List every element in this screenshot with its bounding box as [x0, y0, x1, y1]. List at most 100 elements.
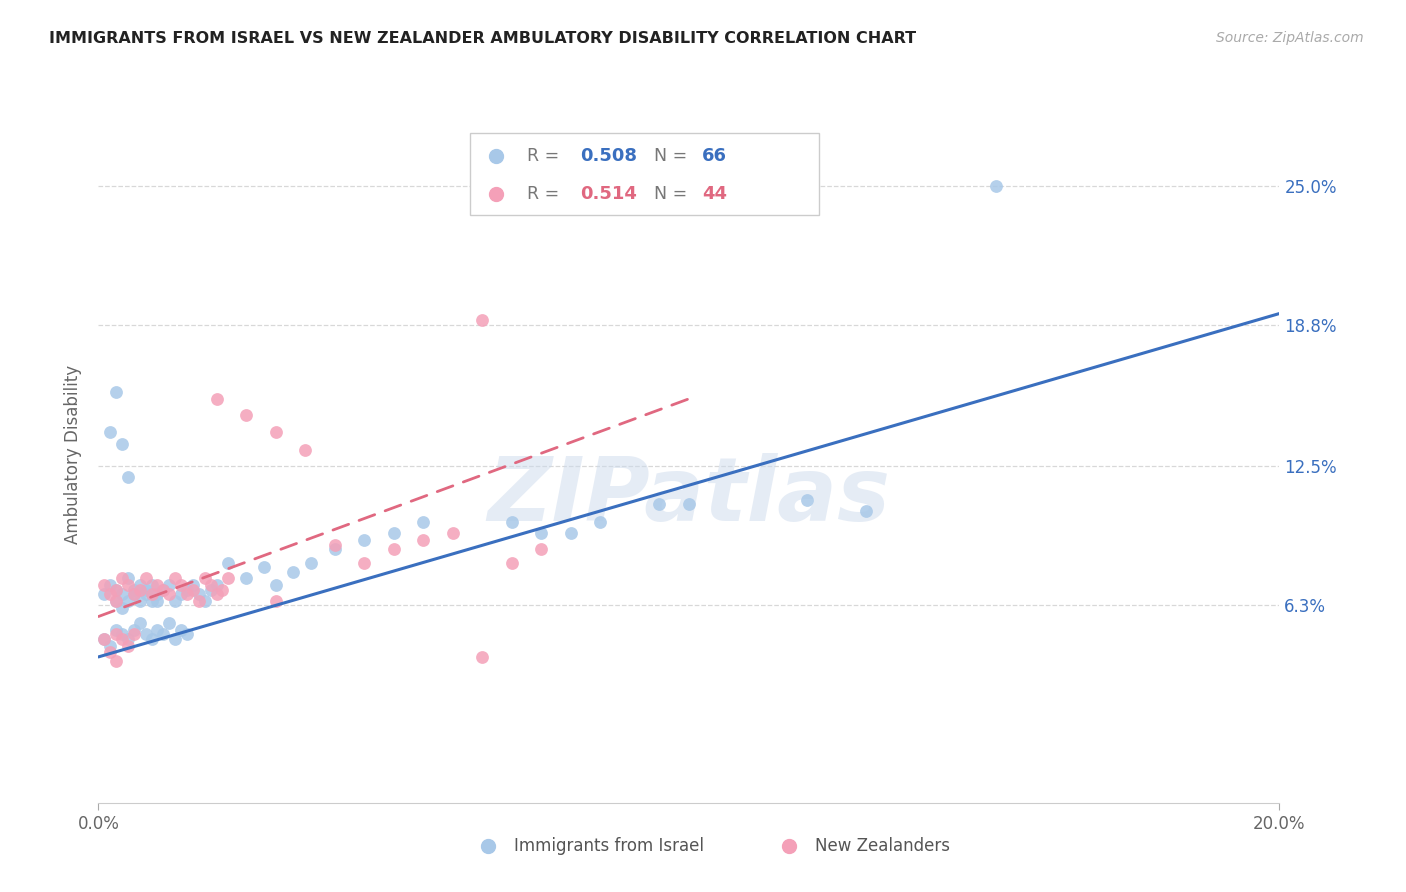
Point — [194, 571, 217, 585]
Point — [187, 587, 209, 601]
Point — [111, 600, 134, 615]
Point — [176, 627, 198, 641]
Point — [165, 632, 187, 646]
Point — [128, 578, 150, 592]
Point — [165, 571, 187, 585]
Point — [205, 578, 228, 592]
Y-axis label: Ambulatory Disability: Ambulatory Disability — [65, 366, 83, 544]
Text: 0.508: 0.508 — [581, 147, 637, 165]
Point — [98, 645, 121, 659]
Point — [111, 632, 134, 646]
Point — [122, 627, 145, 641]
Point — [412, 515, 434, 529]
Point — [117, 639, 139, 653]
Text: 44: 44 — [702, 186, 727, 203]
Point — [117, 594, 139, 608]
Point — [111, 571, 134, 585]
Point — [200, 578, 222, 592]
Point — [299, 556, 322, 570]
Point — [98, 578, 121, 592]
Point — [152, 582, 174, 597]
Text: N =: N = — [654, 147, 692, 165]
Point — [678, 497, 700, 511]
Point — [382, 542, 405, 557]
Point — [796, 492, 818, 507]
Point — [441, 526, 464, 541]
Point — [141, 632, 163, 646]
Point — [264, 578, 287, 592]
Point — [105, 623, 128, 637]
Text: 66: 66 — [702, 147, 727, 165]
Point — [855, 504, 877, 518]
Point — [530, 542, 553, 557]
Point — [146, 623, 169, 637]
Point — [205, 587, 228, 601]
Point — [117, 578, 139, 592]
Text: Source: ZipAtlas.com: Source: ZipAtlas.com — [1216, 31, 1364, 45]
Point — [176, 587, 198, 601]
Point — [323, 542, 346, 557]
Point — [146, 587, 169, 601]
Point — [648, 497, 671, 511]
Point — [984, 178, 1007, 193]
Point — [122, 587, 145, 601]
Point — [323, 538, 346, 552]
Point — [111, 436, 134, 450]
Point — [181, 582, 204, 597]
Point — [128, 582, 150, 597]
Point — [170, 623, 193, 637]
Point — [217, 556, 239, 570]
Point — [187, 594, 209, 608]
Text: ZIPatlas: ZIPatlas — [488, 453, 890, 541]
Point — [105, 594, 128, 608]
Point — [264, 425, 287, 440]
Point — [181, 578, 204, 592]
Point — [135, 587, 157, 601]
Point — [471, 649, 494, 664]
Point — [165, 594, 187, 608]
Point — [235, 408, 257, 422]
Point — [98, 587, 121, 601]
Point — [471, 313, 494, 327]
Point — [93, 632, 115, 646]
Point — [157, 578, 180, 592]
Point — [98, 425, 121, 440]
Point — [353, 533, 375, 548]
Point — [253, 560, 276, 574]
Point — [283, 565, 305, 579]
Point — [105, 385, 128, 400]
Point — [141, 587, 163, 601]
Point — [122, 582, 145, 597]
Point — [105, 654, 128, 668]
Text: IMMIGRANTS FROM ISRAEL VS NEW ZEALANDER AMBULATORY DISABILITY CORRELATION CHART: IMMIGRANTS FROM ISRAEL VS NEW ZEALANDER … — [49, 31, 917, 46]
Point — [501, 515, 523, 529]
Point — [117, 571, 139, 585]
Point — [93, 578, 115, 592]
Text: N =: N = — [654, 186, 692, 203]
Point — [382, 526, 405, 541]
Point — [235, 571, 257, 585]
Text: Immigrants from Israel: Immigrants from Israel — [515, 837, 704, 855]
Point — [205, 392, 228, 406]
Point — [560, 526, 582, 541]
Point — [128, 594, 150, 608]
Point — [501, 556, 523, 570]
Point — [353, 556, 375, 570]
Point — [146, 594, 169, 608]
Point — [294, 443, 316, 458]
Point — [111, 587, 134, 601]
Point — [589, 515, 612, 529]
Point — [217, 571, 239, 585]
Point — [111, 627, 134, 641]
Bar — [471, 133, 818, 215]
Point — [105, 627, 128, 641]
Point — [176, 582, 198, 597]
Point — [200, 582, 222, 597]
Point — [170, 587, 193, 601]
Point — [264, 594, 287, 608]
Point — [152, 582, 174, 597]
Point — [105, 582, 128, 597]
Point — [141, 594, 163, 608]
Point — [412, 533, 434, 548]
Text: New Zealanders: New Zealanders — [815, 837, 950, 855]
